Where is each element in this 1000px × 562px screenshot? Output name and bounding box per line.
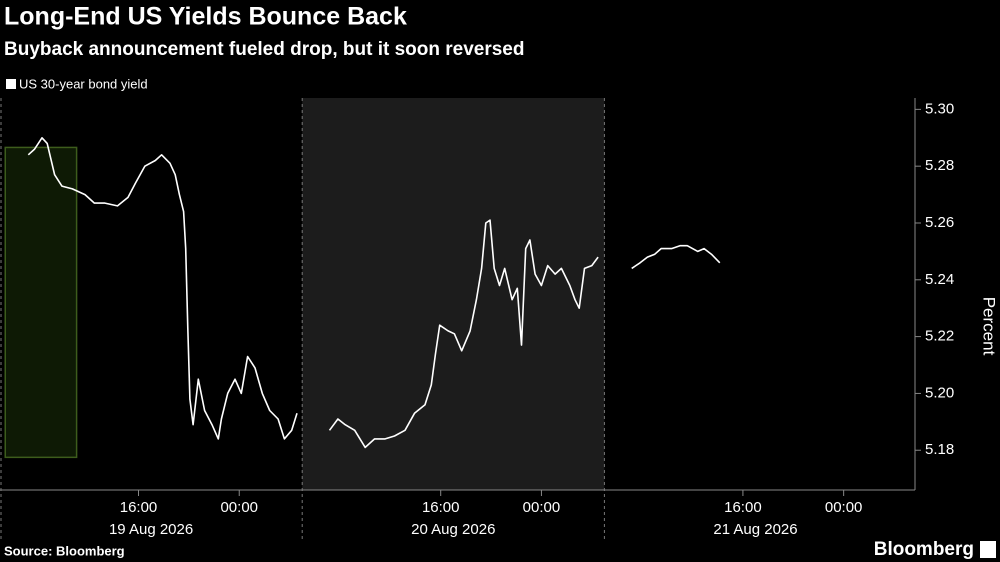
- brand: Bloomberg: [874, 539, 974, 560]
- day-label: 21 Aug 2026: [713, 521, 797, 538]
- y-tick-label: 5.22: [925, 328, 954, 345]
- line: [27, 137, 721, 449]
- x-tick-label: 16:00: [120, 499, 158, 516]
- legend-swatch: [6, 79, 16, 89]
- chart-subtitle: Buyback announcement fueled drop, but it…: [4, 39, 524, 60]
- y-tick-label: 5.20: [925, 384, 954, 401]
- y-tick-label: 5.26: [925, 214, 954, 231]
- y-axis-label: Percent: [980, 297, 999, 356]
- source: Source: Bloomberg: [4, 543, 125, 558]
- day-label: 20 Aug 2026: [411, 521, 495, 538]
- y-tick-label: 5.28: [925, 157, 954, 174]
- shaded-session: [302, 98, 605, 490]
- x-tick-label: 00:00: [825, 499, 863, 516]
- x-tick-label: 00:00: [523, 499, 561, 516]
- day-label: 19 Aug 2026: [109, 521, 193, 538]
- y-tick-label: 5.24: [925, 271, 954, 288]
- x-tick-label: 00:00: [220, 499, 258, 516]
- y-tick-label: 5.30: [925, 100, 954, 117]
- x-tick-label: 16:00: [422, 499, 460, 516]
- brand-icon: [980, 541, 996, 558]
- highlight-box: [4, 146, 78, 459]
- legend-label: US 30-year bond yield: [19, 76, 148, 91]
- chart-title: Long-End US Yields Bounce Back: [4, 3, 407, 31]
- x-tick-label: 16:00: [724, 499, 762, 516]
- y-tick-label: 5.18: [925, 441, 954, 458]
